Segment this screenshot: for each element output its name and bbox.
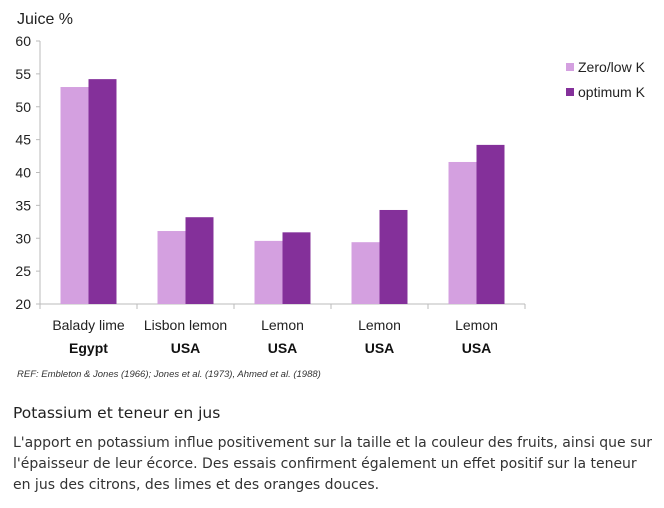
y-tick-label: 40	[15, 165, 31, 181]
y-tick-label: 50	[15, 99, 31, 115]
bar-zero-low	[448, 161, 477, 304]
reference-note: REF: Embleton & Jones (1966); Jones et a…	[17, 369, 321, 380]
x-tick-label: Lemon	[358, 317, 401, 333]
y-tick-label: 20	[15, 296, 31, 312]
y-axis-title: Juice %	[17, 11, 73, 28]
x-tick-label: Lisbon lemon	[144, 317, 227, 333]
y-tick-label: 60	[15, 33, 31, 49]
y-tick-label: 55	[15, 66, 31, 82]
x-tick-label: Lemon	[455, 317, 498, 333]
x-tick-label: Lemon	[261, 317, 304, 333]
y-tick-label: 35	[15, 197, 31, 213]
bar-zero-low	[157, 231, 186, 304]
bar-zero-low	[254, 240, 283, 304]
bar-optimum	[476, 144, 505, 304]
x-country-label: USA	[268, 340, 298, 356]
y-tick-label: 30	[15, 230, 31, 246]
x-country-label: USA	[171, 340, 201, 356]
bar-zero-low	[60, 87, 89, 305]
x-country-label: USA	[365, 340, 395, 356]
bar-optimum	[379, 209, 408, 304]
y-tick-label: 25	[15, 263, 31, 279]
x-country-label: Egypt	[69, 340, 108, 356]
y-tick-label: 45	[15, 132, 31, 148]
legend-swatch	[566, 63, 574, 71]
legend-label: optimum K	[578, 84, 646, 100]
x-country-label: USA	[462, 340, 492, 356]
bar-optimum	[185, 217, 214, 304]
section-body: L'apport en potassium influe positivemen…	[13, 435, 653, 493]
section-heading: Potassium et teneur en jus	[13, 404, 221, 422]
bar-optimum	[282, 232, 311, 304]
legend-swatch	[566, 88, 574, 96]
juice-bar-chart: Juice % 20 25 30 35 40 45 50 55 60 Balady lime Egyp…	[15, 11, 646, 356]
legend-label: Zero/low K	[578, 59, 646, 75]
bar-zero-low	[351, 242, 380, 304]
x-tick-label: Balady lime	[52, 317, 125, 333]
bar-optimum	[88, 79, 117, 304]
